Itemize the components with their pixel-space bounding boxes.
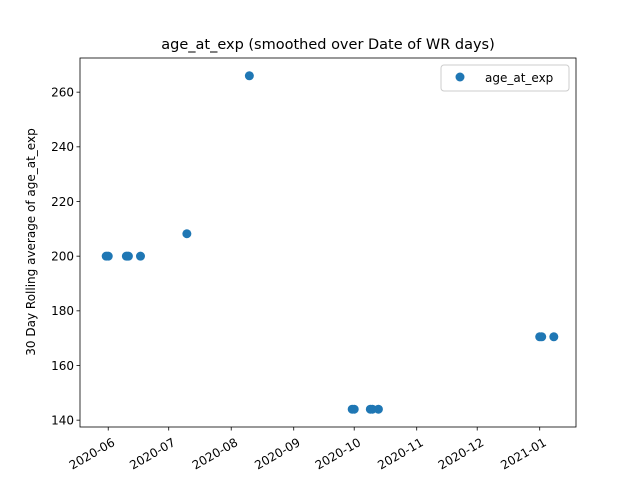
data-point: [549, 332, 559, 342]
data-point: [537, 332, 547, 342]
data-point: [135, 251, 145, 261]
y-axis: 140 160 180 200 220 240 260: [51, 85, 80, 427]
data-point: [123, 251, 133, 261]
y-tick-label: 140: [51, 413, 74, 427]
y-tick-label: 260: [51, 85, 74, 99]
data-point: [349, 404, 359, 414]
y-tick-label: 220: [51, 195, 74, 209]
plot-frame: [79, 57, 577, 428]
legend: age_at_exp: [440, 64, 570, 92]
legend-marker: [455, 72, 465, 82]
data-point: [182, 229, 192, 239]
plot-points: [101, 71, 559, 414]
chart-title: age_at_exp (smoothed over Date of WR day…: [161, 37, 495, 53]
data-point: [103, 251, 113, 261]
y-axis-label: 30 Day Rolling average of age_at_exp: [24, 128, 38, 355]
data-point: [373, 404, 383, 414]
legend-label: age_at_exp: [485, 71, 553, 85]
y-tick-label: 180: [51, 304, 74, 318]
y-tick-label: 240: [51, 140, 74, 154]
y-tick-label: 160: [51, 359, 74, 373]
y-tick-label: 200: [51, 249, 74, 263]
legend-box: [440, 64, 570, 92]
data-point: [244, 71, 254, 81]
